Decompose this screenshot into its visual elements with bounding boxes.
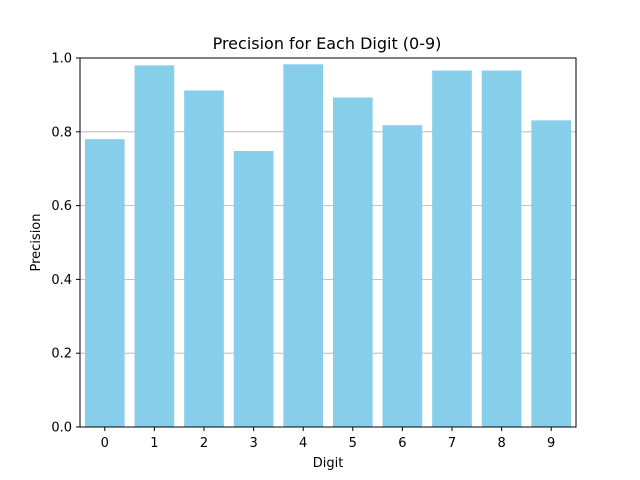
- bar-digit-5: [332, 97, 373, 427]
- x-tick-label: 7: [448, 436, 456, 451]
- x-tick-label: 8: [497, 436, 505, 451]
- x-tick-label: 2: [200, 436, 208, 451]
- y-tick-label: 0.2: [51, 347, 72, 362]
- x-tick-label: 0: [101, 436, 109, 451]
- y-tick-label: 0.6: [51, 199, 72, 214]
- y-tick-label: 0.0: [51, 421, 72, 436]
- y-tick-label: 0.4: [51, 273, 72, 288]
- y-tick-label: 0.8: [51, 125, 72, 140]
- bar-digit-3: [233, 150, 274, 427]
- bar-digit-6: [382, 125, 423, 428]
- x-axis-label: Digit: [313, 456, 344, 471]
- x-axis-ticks: 0 1 2 3 4 5 6 7 8 9: [101, 427, 555, 451]
- x-tick-label: 5: [349, 436, 357, 451]
- x-tick-label: 4: [299, 436, 307, 451]
- bar-digit-9: [531, 120, 572, 428]
- bar-digit-0: [84, 139, 125, 427]
- x-tick-label: 1: [150, 436, 158, 451]
- y-axis-ticks: 0.0 0.2 0.4 0.6 0.8 1.0: [51, 52, 80, 436]
- bar-digit-1: [134, 65, 175, 427]
- x-tick-label: 3: [249, 436, 257, 451]
- y-tick-label: 1.0: [51, 52, 72, 67]
- y-axis-label: Precision: [29, 213, 44, 271]
- chart-title: Precision for Each Digit (0-9): [213, 34, 442, 53]
- plot-frame: [79, 57, 577, 428]
- bars: [84, 64, 572, 428]
- bar-digit-8: [481, 70, 522, 428]
- x-tick-label: 6: [398, 436, 406, 451]
- bar-digit-2: [184, 90, 224, 428]
- x-tick-label: 9: [547, 436, 555, 451]
- bar-digit-4: [283, 64, 324, 427]
- bar-digit-7: [432, 70, 472, 428]
